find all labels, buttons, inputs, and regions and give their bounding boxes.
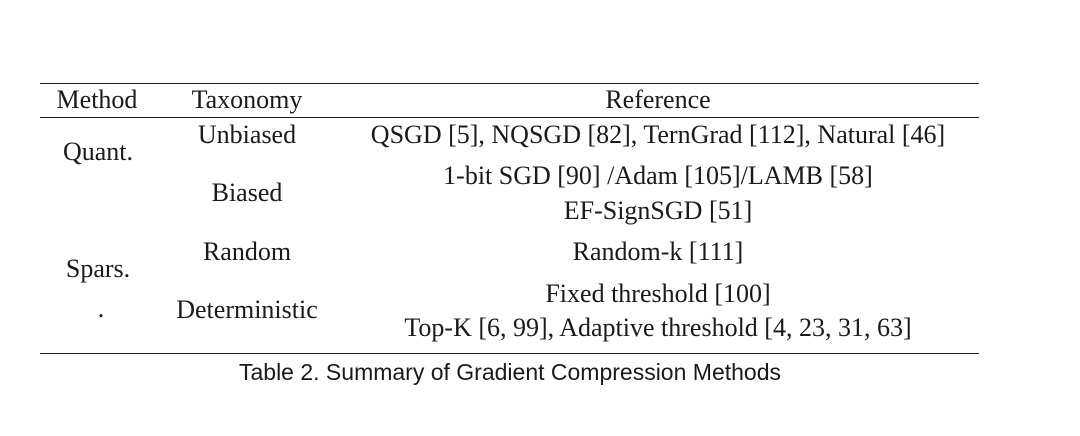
reference-unbiased: QSGD [5], NQSGD [82], TernGrad [112], Na… [370, 120, 946, 149]
reference-deterministic-line2: Top-K [6, 99], Adaptive threshold [4, 23… [404, 313, 912, 342]
method-quant: Quant. [62, 137, 134, 166]
header-method: Method [56, 85, 138, 114]
taxonomy-unbiased: Unbiased [197, 120, 297, 149]
bottom-rule [40, 353, 979, 354]
reference-biased-line1: 1-bit SGD [90] /Adam [105]/LAMB [58] [443, 161, 873, 190]
reference-random: Random-k [111] [572, 237, 744, 266]
reference-deterministic-line1: Fixed threshold [100] [545, 279, 771, 308]
header-rule [40, 117, 979, 118]
header-taxonomy: Taxonomy [191, 85, 303, 114]
method-dot: . [97, 294, 105, 323]
taxonomy-random: Random [202, 237, 292, 266]
top-rule [40, 83, 979, 84]
table-caption: Table 2. Summary of Gradient Compression… [238, 359, 782, 385]
taxonomy-biased: Biased [211, 178, 283, 207]
method-spars: Spars. [65, 254, 131, 283]
reference-biased-line2: EF-SignSGD [51] [563, 196, 753, 225]
taxonomy-deterministic: Deterministic [176, 295, 318, 324]
header-reference: Reference [605, 85, 711, 114]
